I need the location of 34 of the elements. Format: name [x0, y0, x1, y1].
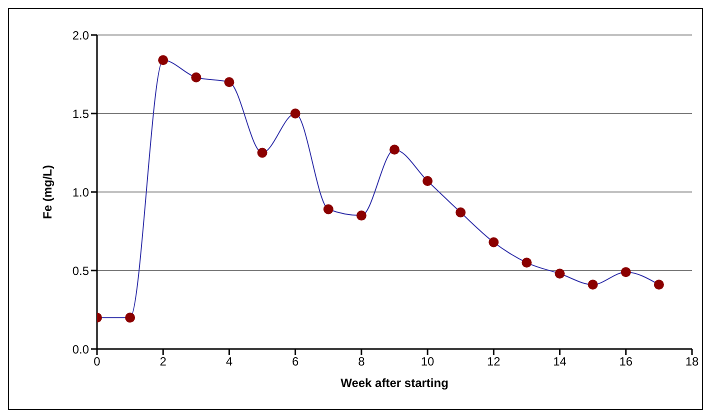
x-tick-label: 0 — [94, 354, 101, 369]
y-tick-label: 1.5 — [72, 106, 90, 121]
x-tick-label: 18 — [685, 354, 699, 369]
y-tick-label: 0.0 — [72, 342, 90, 356]
x-tick-label: 2 — [160, 354, 167, 369]
point — [390, 144, 400, 155]
x-tick-label: 12 — [486, 354, 501, 369]
y-tick-label: 0.5 — [72, 264, 90, 278]
x-tick-label: 10 — [420, 354, 435, 369]
x-tick-label: 6 — [292, 354, 299, 369]
point — [356, 210, 366, 221]
point — [554, 268, 565, 279]
point — [323, 204, 334, 214]
point — [588, 280, 598, 290]
point — [257, 148, 268, 158]
y-axis-title: Fe (mg/L) — [40, 165, 54, 219]
y-tick-label: 2.0 — [72, 28, 90, 42]
point — [620, 267, 631, 278]
point — [488, 237, 499, 248]
y-tick-label: 1.0 — [72, 185, 90, 200]
point — [224, 77, 234, 88]
point — [654, 280, 664, 290]
point — [522, 258, 532, 268]
point — [456, 207, 466, 218]
point — [158, 55, 168, 66]
x-tick-label: 16 — [619, 354, 633, 369]
x-tick-label: 8 — [358, 354, 366, 369]
x-tick-label: 4 — [226, 354, 233, 369]
point — [191, 72, 202, 82]
x-axis-title: Week after starting — [340, 376, 448, 390]
point — [422, 176, 433, 186]
x-tick-label: 14 — [553, 354, 567, 369]
point — [125, 312, 136, 323]
point — [290, 108, 300, 118]
